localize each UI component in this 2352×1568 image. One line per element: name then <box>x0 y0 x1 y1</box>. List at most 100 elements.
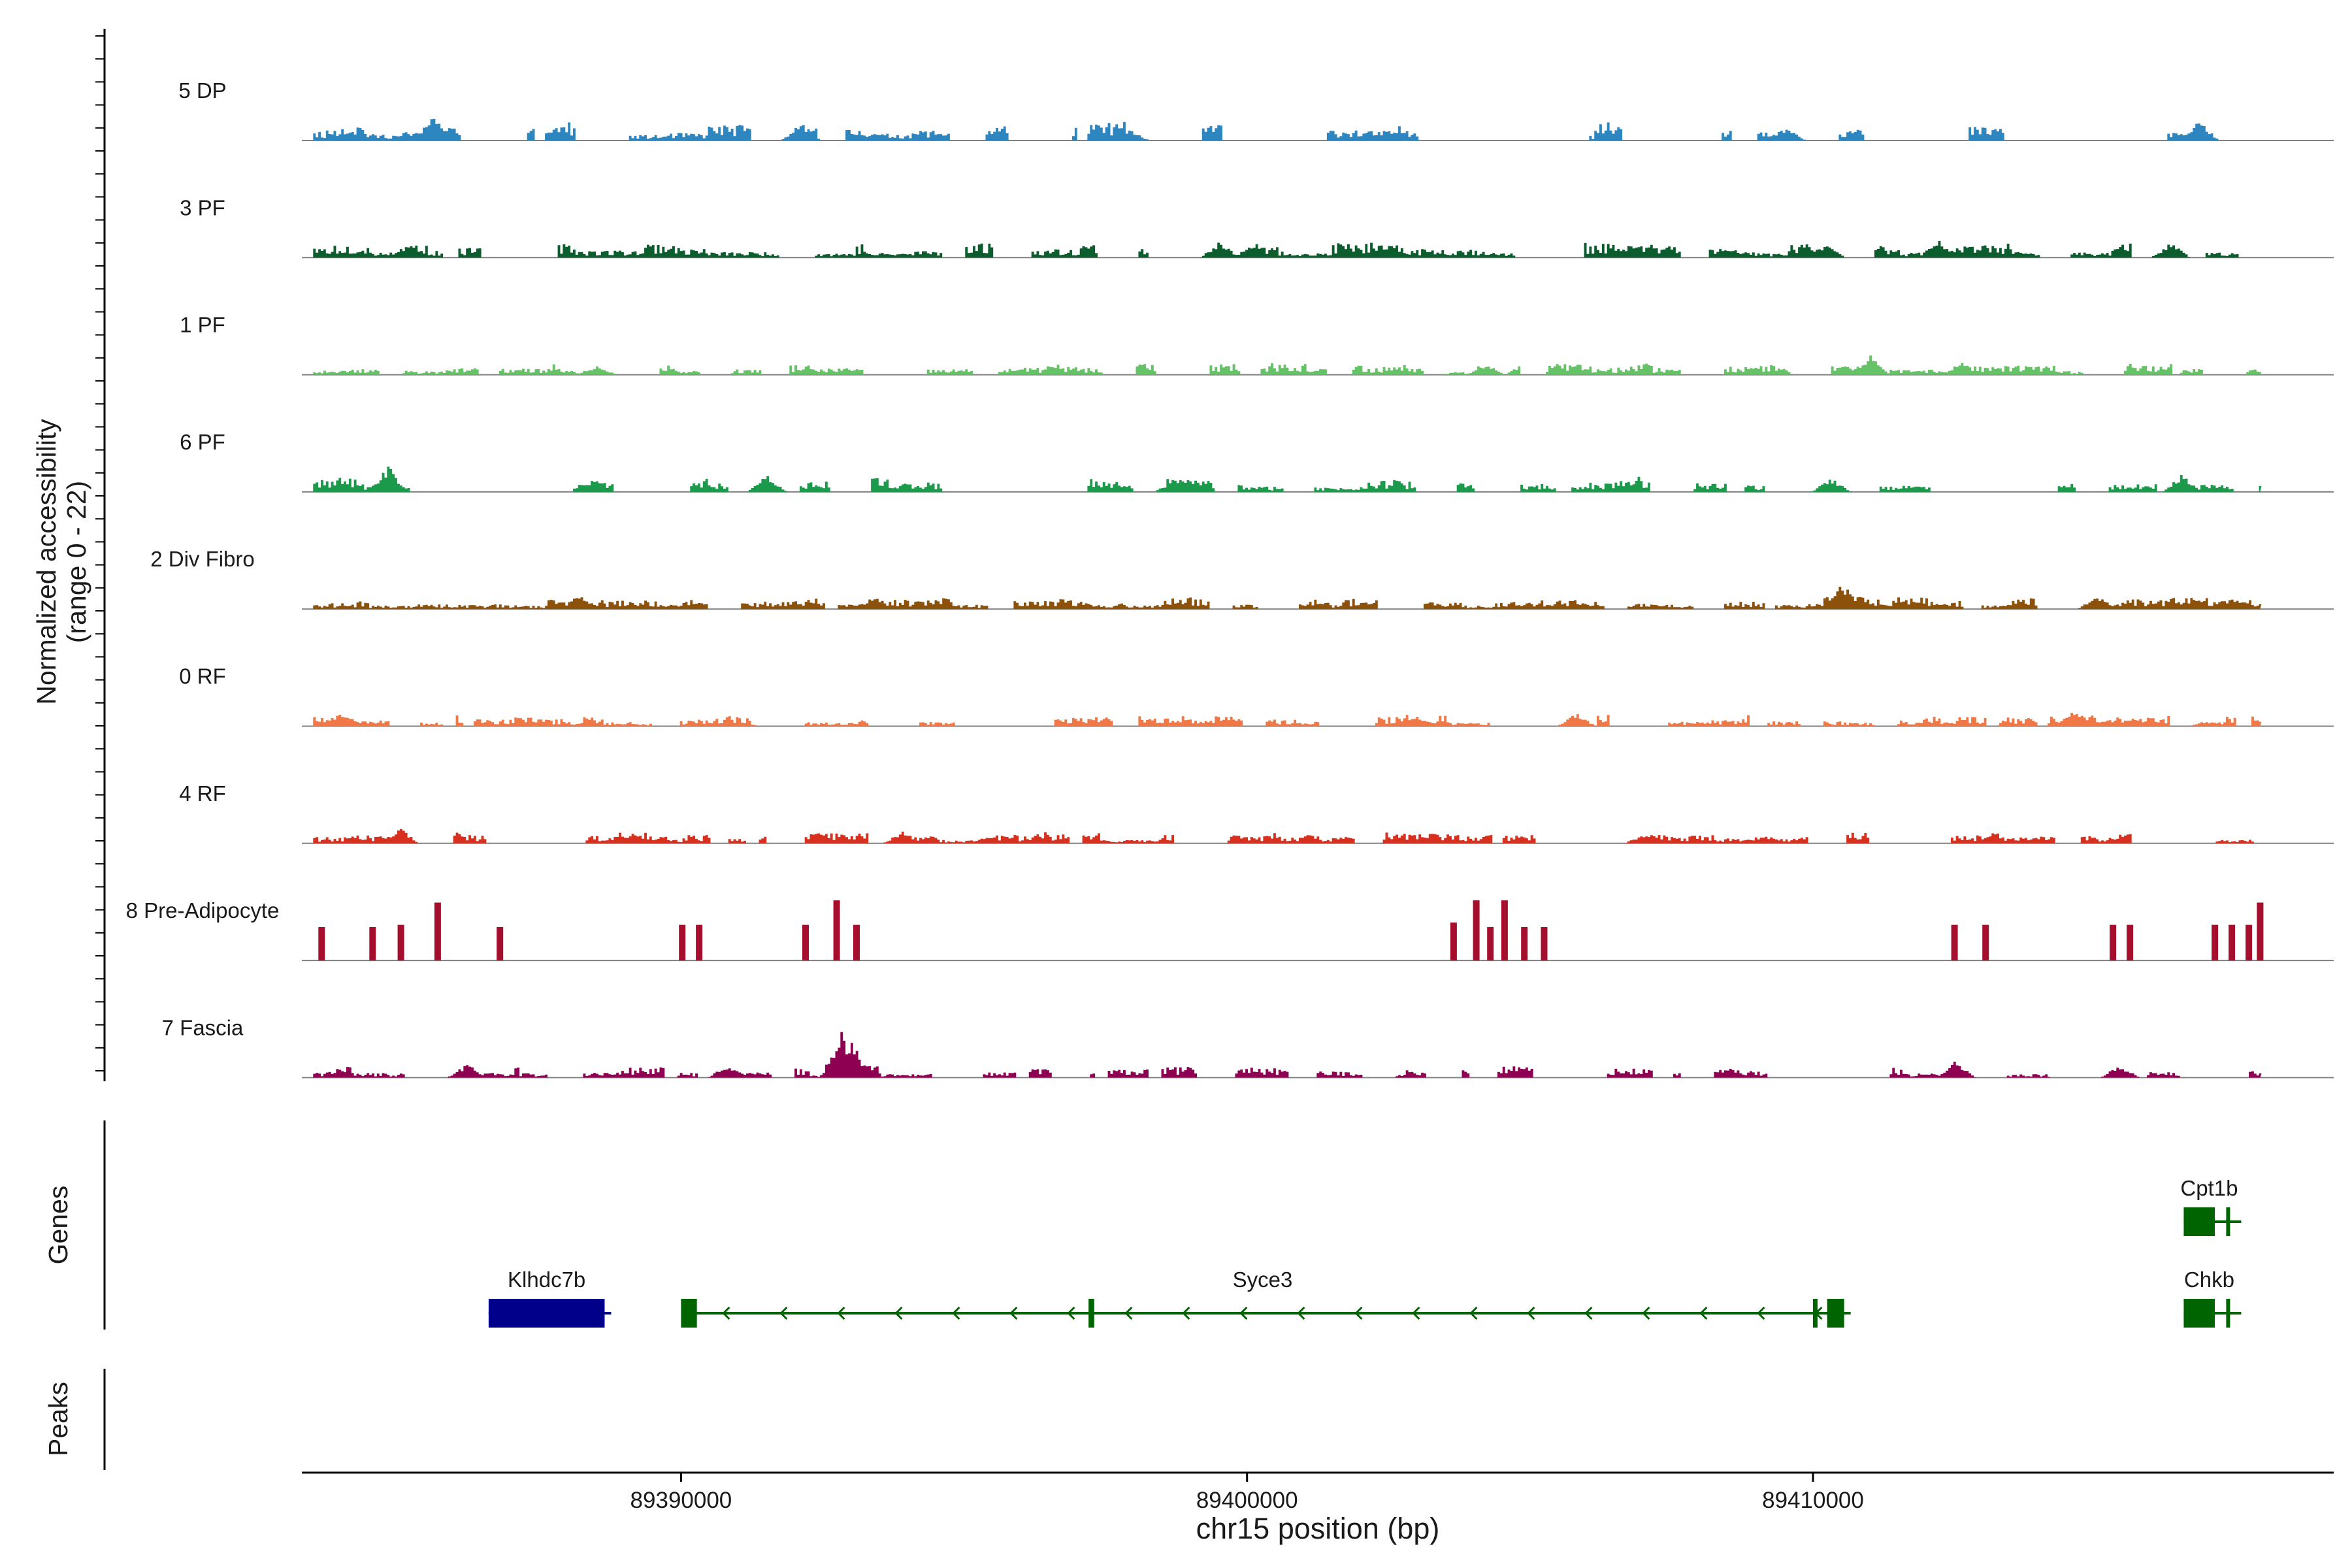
track-label: 7 Fascia <box>162 1015 244 1039</box>
track-1-pf: 1 PF <box>180 313 2334 376</box>
gene-annotations: Klhdc7b Syce3 Cpt1b Chkb <box>488 1176 2242 1328</box>
coverage-area <box>313 1032 2262 1078</box>
gene-label: Chkb <box>2184 1267 2234 1292</box>
coverage-bar <box>1501 900 1508 961</box>
strand-arrow <box>1297 1306 1305 1320</box>
gene-exon <box>2226 1299 2230 1328</box>
x-tick-label: 89400000 <box>1196 1488 1298 1513</box>
strand-arrow <box>1642 1306 1650 1320</box>
coverage-bar <box>369 927 376 961</box>
y-axis-title-line2: (range 0 - 22) <box>61 481 91 643</box>
coverage-area <box>313 828 2262 843</box>
gene-exon <box>1827 1299 1844 1328</box>
gene-chkb: Chkb <box>2183 1267 2242 1328</box>
track-3-pf: 3 PF <box>180 195 2334 259</box>
strand-arrow <box>1354 1306 1363 1320</box>
strand-arrow <box>1757 1306 1765 1320</box>
x-axis-title: chr15 position (bp) <box>1196 1512 1440 1545</box>
coverage-bar <box>2212 924 2219 961</box>
peaks-panel-title: Peaks <box>43 1382 73 1456</box>
track-label: 5 DP <box>178 78 226 103</box>
strand-arrow <box>1469 1306 1478 1320</box>
gene-exon <box>488 1299 605 1328</box>
coverage-bar <box>497 927 504 961</box>
gene-label: Cpt1b <box>2180 1176 2238 1200</box>
coverage-bar <box>2229 924 2236 961</box>
coverage-bar <box>696 924 703 961</box>
strand-arrow <box>1009 1306 1018 1320</box>
strand-arrow <box>837 1306 845 1320</box>
strand-arrow <box>779 1306 788 1320</box>
y-axis-ticks <box>95 35 105 1071</box>
track-label: 1 PF <box>180 313 225 337</box>
y-axis-title: Normalized accessibility (range 0 - 22) <box>31 419 91 705</box>
strand-arrow <box>1699 1306 1708 1320</box>
gene-syce3: Syce3 <box>681 1267 1851 1328</box>
coverage-bar <box>2110 924 2117 961</box>
coverage-bar <box>833 900 840 961</box>
track-4-rf: 4 RF <box>179 781 2334 844</box>
track-5-dp: 5 DP <box>178 78 2334 141</box>
coverage-area <box>313 587 2262 610</box>
track-label: 8 Pre-Adipocyte <box>126 898 280 923</box>
track-label: 6 PF <box>180 430 225 454</box>
coverage-bar <box>853 924 860 961</box>
coverage-area <box>313 118 2262 140</box>
gene-label: Klhdc7b <box>508 1267 585 1292</box>
track-label: 2 Div Fibro <box>150 547 255 571</box>
track-8-pre-adipocyte: 8 Pre-Adipocyte <box>126 898 2334 962</box>
coverage-area <box>313 355 2262 375</box>
gene-exon <box>2226 1207 2230 1236</box>
gene-exon <box>2183 1207 2215 1236</box>
strand-arrow <box>1584 1306 1593 1320</box>
coverage-bar <box>2246 924 2253 961</box>
strand-arrow <box>952 1306 960 1320</box>
coverage-area <box>313 240 2262 258</box>
strand-arrow <box>1124 1306 1133 1320</box>
coverage-bar <box>1473 900 1480 961</box>
coverage-bar <box>1487 927 1494 961</box>
strand-arrow <box>1182 1306 1190 1320</box>
gene-exon <box>1088 1299 1094 1328</box>
coverage-bar <box>434 902 441 961</box>
track-label: 3 PF <box>180 195 225 220</box>
coverage-bar <box>2257 902 2264 961</box>
x-tick-label: 89390000 <box>630 1488 732 1513</box>
coverage-bar <box>1982 924 1989 961</box>
track-0-rf: 0 RF <box>179 664 2334 727</box>
x-tick-label: 89410000 <box>1762 1488 1864 1513</box>
gene-cpt1b: Cpt1b <box>2180 1176 2242 1236</box>
strand-arrow <box>1412 1306 1420 1320</box>
track-7-fascia: 7 Fascia <box>162 1015 2334 1079</box>
gene-exon <box>2183 1299 2215 1328</box>
gene-exon <box>681 1299 697 1328</box>
track-label: 4 RF <box>179 781 226 806</box>
coverage-bar <box>2127 924 2134 961</box>
x-axis-ticks: 89390000 89400000 89410000 <box>630 1473 1864 1513</box>
coverage-tracks: 5 DP 3 PF 1 PF 6 PF 2 Div Fibro 0 RF 4 RF 8 Pre… <box>126 78 2334 1079</box>
coverage-bar <box>1521 927 1528 961</box>
coverage-bar <box>1951 924 1958 961</box>
coverage-bar <box>1541 927 1548 961</box>
strand-arrow <box>1527 1306 1535 1320</box>
gene-label: Syce3 <box>1233 1267 1293 1292</box>
coverage-bar <box>1450 923 1457 961</box>
strand-arrow <box>1067 1306 1075 1320</box>
y-axis-title-line1: Normalized accessibility <box>31 419 61 705</box>
strand-arrow <box>722 1306 730 1320</box>
track-6-pf: 6 PF <box>180 430 2334 493</box>
strand-arrow <box>894 1306 903 1320</box>
genes-panel-title: Genes <box>43 1186 73 1265</box>
coverage-bar <box>397 924 404 961</box>
gene-exon <box>1813 1299 1818 1328</box>
strand-arrow <box>1239 1306 1248 1320</box>
coverage-area <box>313 713 2262 727</box>
track-label: 0 RF <box>179 664 226 689</box>
coverage-area <box>313 466 2262 492</box>
gene-klhdc7b: Klhdc7b <box>488 1267 612 1328</box>
coverage-bar <box>318 927 325 961</box>
coverage-bar <box>679 924 686 961</box>
track-2-div-fibro: 2 Div Fibro <box>150 547 2334 610</box>
coverage-bar <box>802 924 809 961</box>
